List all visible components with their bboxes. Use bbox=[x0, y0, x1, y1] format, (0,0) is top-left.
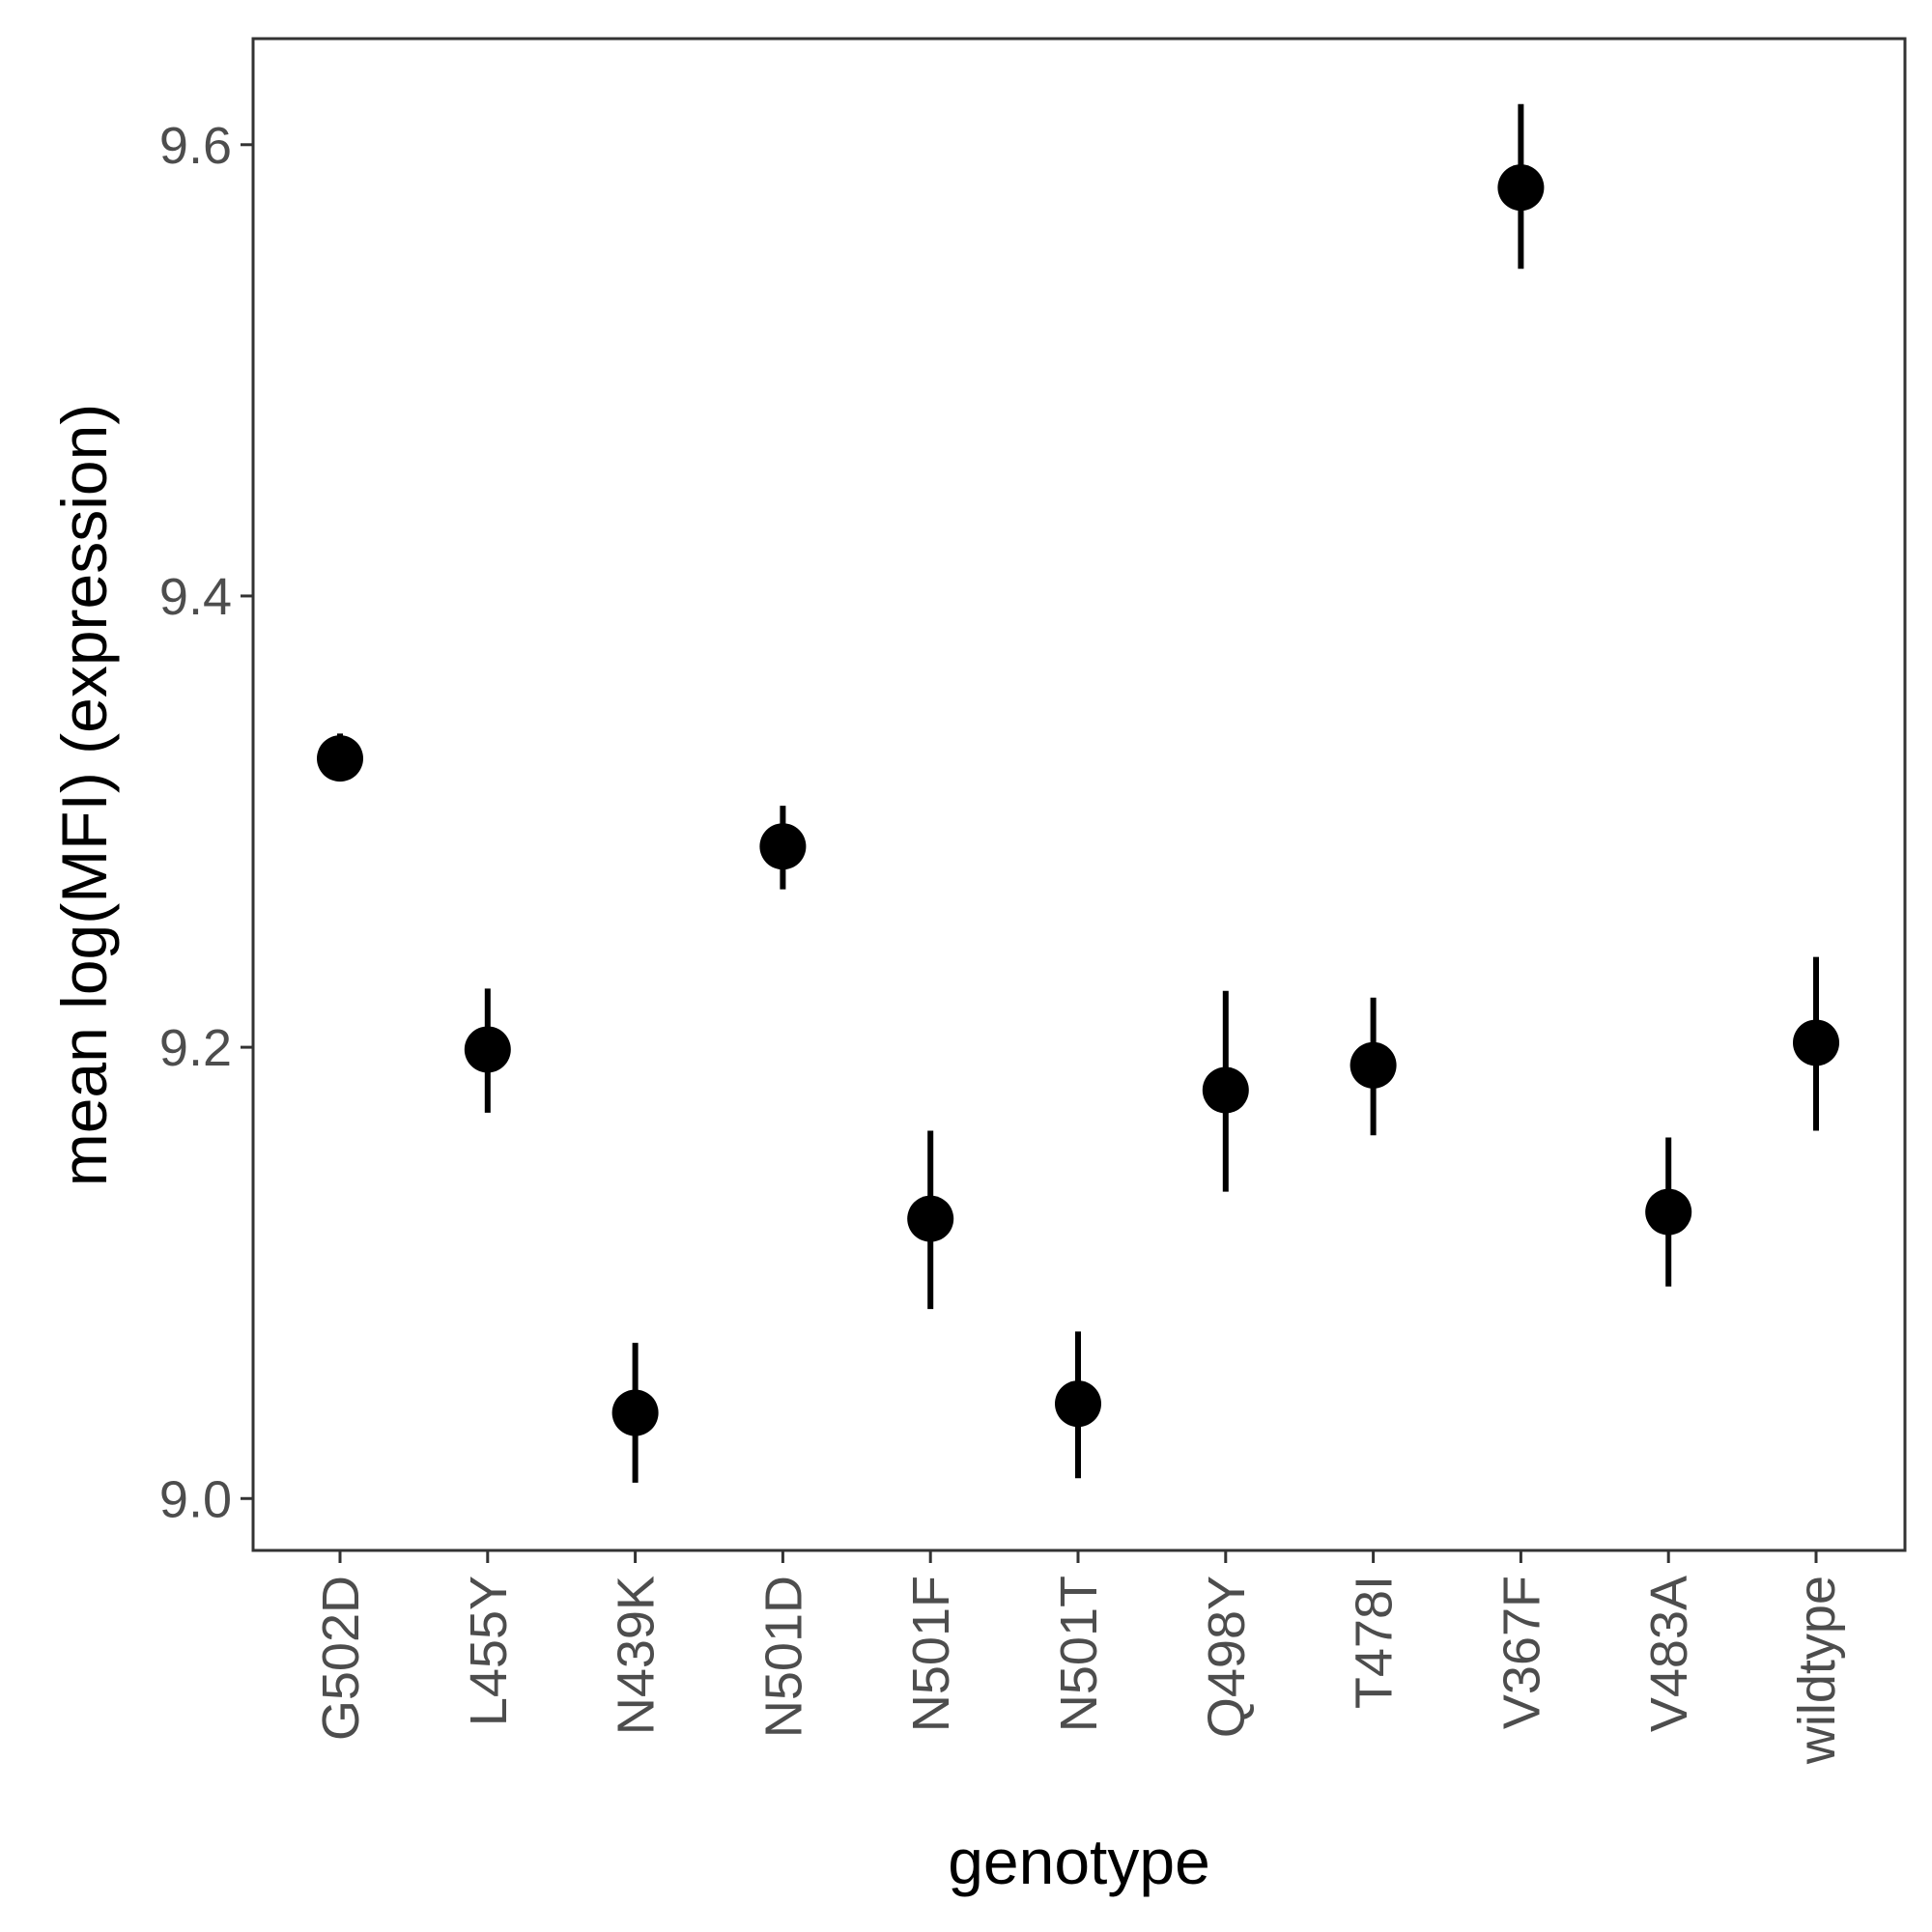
data-point bbox=[1350, 1041, 1397, 1089]
y-tick-label: 9.6 bbox=[159, 117, 232, 175]
data-point bbox=[464, 1026, 511, 1073]
x-tick-label: V483A bbox=[1640, 1576, 1698, 1732]
data-point bbox=[759, 823, 807, 870]
data-point bbox=[1793, 1019, 1839, 1066]
x-tick-label: N439K bbox=[608, 1576, 666, 1735]
x-tick-label: N501F bbox=[902, 1576, 960, 1732]
x-tick-label: T478I bbox=[1346, 1576, 1404, 1709]
x-tick-label: G502D bbox=[312, 1576, 370, 1741]
data-marks bbox=[317, 103, 1839, 1483]
data-point bbox=[907, 1195, 954, 1242]
y-tick-label: 9.4 bbox=[159, 568, 232, 626]
x-axis-title: genotype bbox=[948, 1826, 1210, 1897]
y-tick-label: 9.0 bbox=[159, 1470, 232, 1528]
x-tick-label: V367F bbox=[1492, 1576, 1550, 1729]
x-tick-label: Q498Y bbox=[1198, 1576, 1256, 1738]
y-tick-label: 9.2 bbox=[159, 1019, 232, 1077]
data-point bbox=[317, 735, 363, 782]
data-point bbox=[611, 1389, 659, 1436]
data-point bbox=[1202, 1066, 1249, 1114]
data-point bbox=[1055, 1380, 1101, 1428]
plot-panel bbox=[251, 37, 1907, 1552]
x-tick-label: N501D bbox=[754, 1576, 812, 1738]
data-point bbox=[1497, 164, 1545, 212]
x-tick-label: L455Y bbox=[460, 1576, 518, 1726]
x-tick-label: N501T bbox=[1050, 1576, 1108, 1732]
y-axis-title: mean log(MFI) (expression) bbox=[48, 404, 120, 1187]
x-tick-label: wildtype bbox=[1788, 1576, 1846, 1765]
y-axis: 9.0 9.2 9.4 9.6 bbox=[159, 117, 253, 1528]
x-axis: G502D L455Y N439K N501D N501F N501T Q498Y T478I… bbox=[312, 1550, 1846, 1765]
data-point bbox=[1645, 1188, 1692, 1236]
